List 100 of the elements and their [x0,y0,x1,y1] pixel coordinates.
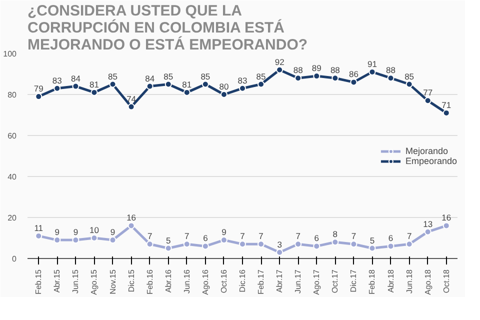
x-tick-label: Oct.17 [330,268,340,294]
point [387,242,394,250]
x-tick-label: Jun.17 [294,268,303,294]
x-tick-label: Oct.16 [219,268,228,294]
point [276,66,284,74]
data-label: 89 [312,63,322,74]
data-label: 6 [314,233,320,244]
data-label: 16 [442,212,452,223]
data-label: 74 [126,94,136,104]
x-tick-label: Dic.15 [126,268,136,292]
data-label: 88 [293,65,304,76]
x-tick-label: Ago.16 [200,268,210,295]
data-label: 8 [332,229,338,240]
point [239,240,246,248]
data-label: 92 [274,56,285,67]
x-tick-label: Abr.15 [52,268,62,293]
x-tick-label: Oct.18 [442,268,451,294]
data-label: 7 [258,231,264,242]
point [424,228,432,236]
point [202,242,209,250]
point [332,74,339,82]
point [202,80,209,88]
point [220,91,228,98]
data-label: 9 [73,227,78,238]
y-tick-label: 80 [8,90,18,100]
y-tick-label: 40 [8,172,18,182]
y-tick-label: 60 [8,132,18,140]
x-tick-label: Nov.15 [108,268,118,294]
data-label: 84 [70,73,81,84]
x-tick-label: Abr.18 [386,268,396,293]
x-tick-label: Feb.18 [368,268,377,294]
chart-title: ¿CONSIDERA USTED QUE LA CORRUPCIÓN EN COLOMBIA ESTÁ MEJORANDO O ESTÁ EMPEORANDO? [28,2,308,54]
data-label: 9 [54,227,60,238]
data-label: 71 [442,100,452,110]
legend-label: Empeorando [405,156,457,166]
data-label: 7 [406,231,412,242]
data-label: 85 [200,71,210,82]
x-tick-label: Feb.15 [34,268,44,294]
data-label: 85 [256,71,266,82]
x-tick-label: Ago.17 [312,268,322,295]
data-label: 11 [34,222,44,233]
data-label: 79 [34,84,44,94]
point [368,244,376,252]
data-label: 88 [330,65,340,76]
data-label: 6 [203,233,208,244]
data-label: 7 [184,231,190,242]
data-label: 91 [368,58,378,69]
x-tick-label: Abr.17 [275,268,284,293]
point [406,80,413,88]
data-label: 7 [296,231,301,242]
data-label: 16 [126,212,136,223]
x-tick-label: Feb.16 [145,268,154,294]
data-label: 81 [89,79,100,90]
point [442,222,450,230]
point [164,244,172,252]
y-tick-label: 20 [8,214,18,222]
data-label: 6 [388,233,394,244]
data-label: 9 [110,227,116,238]
point [258,80,265,88]
point [54,84,61,92]
data-label: 9 [222,227,227,238]
data-label: 3 [277,239,282,250]
point [424,97,432,104]
point [146,82,154,90]
point [239,84,246,92]
point [276,248,284,256]
point [109,80,116,88]
point [146,240,154,248]
data-label: 7 [240,231,246,242]
point [350,240,358,248]
data-label: 85 [164,71,174,82]
x-tick-label: Jun.18 [404,268,414,294]
data-label: 85 [108,71,118,82]
x-tick-label: Abr.16 [164,268,173,293]
point [442,109,450,116]
x-tick-label: Jun.16 [182,268,192,294]
data-label: 85 [404,71,414,82]
data-label: 86 [348,69,359,80]
y-tick-label: 100 [3,50,18,58]
x-tick-label: Ago.15 [90,268,99,295]
data-label: 10 [89,225,100,235]
point [387,74,394,82]
point [183,240,190,248]
point [294,74,302,82]
data-label: 13 [423,218,433,229]
point [350,78,358,86]
data-label: 5 [166,235,171,246]
data-label: 80 [219,82,229,92]
data-label: 84 [145,73,155,84]
y-tick-label: 0 [12,254,18,264]
x-tick-label: Ago.18 [423,268,432,295]
point [128,103,135,110]
point [332,238,339,246]
data-label: 5 [370,235,375,246]
x-tick-label: Feb.17 [256,268,266,294]
point [313,242,320,250]
data-label: 7 [351,231,356,242]
data-label: 81 [182,79,192,90]
data-label: 88 [386,65,396,76]
point [258,240,265,248]
